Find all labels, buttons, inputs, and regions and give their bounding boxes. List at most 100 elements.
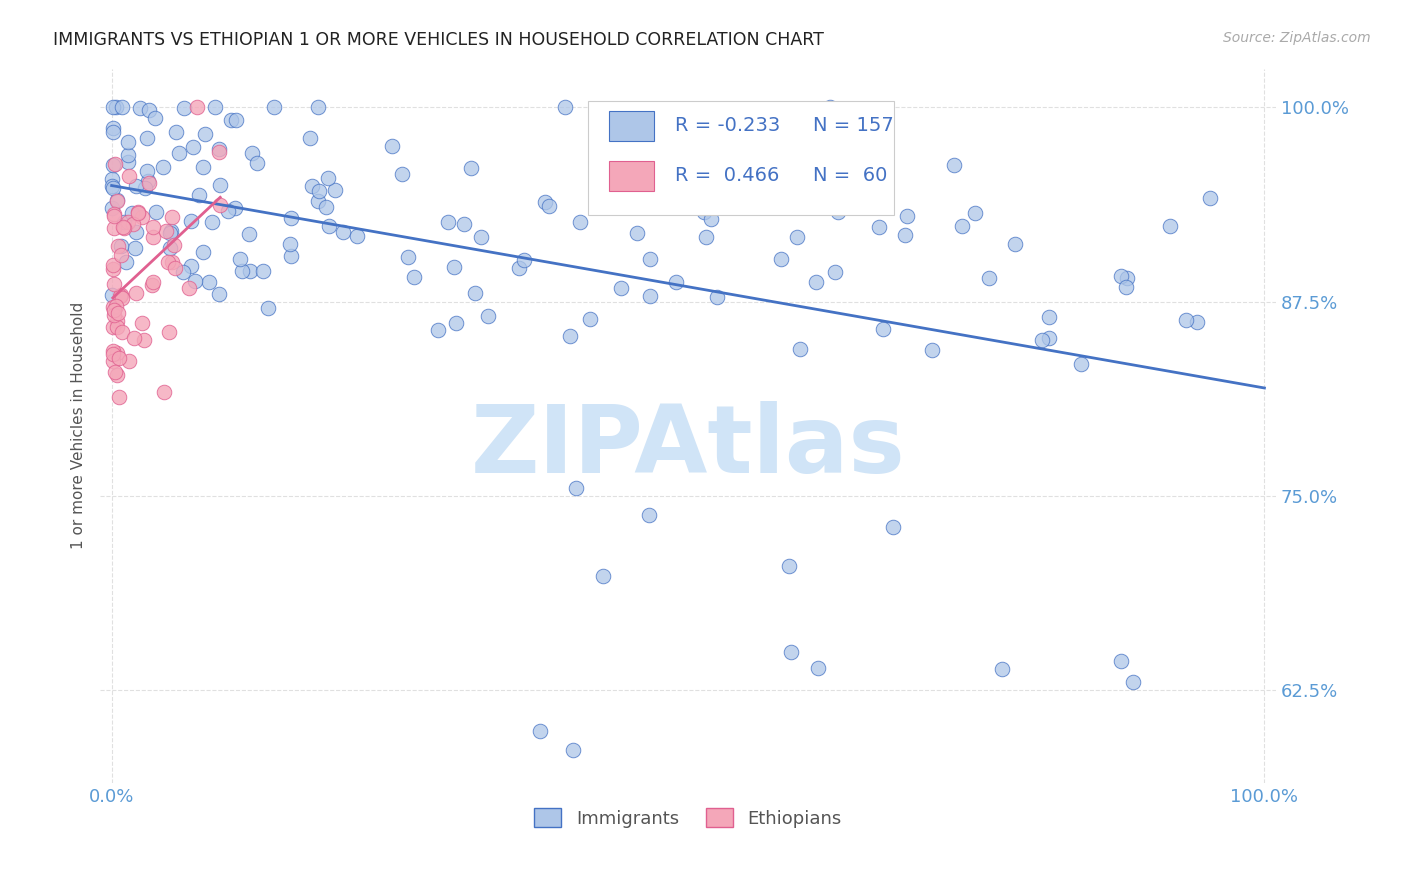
Point — [124, 331, 146, 345]
Point — [207, 286, 229, 301]
Point — [1109, 268, 1132, 283]
Point — [173, 101, 195, 115]
Point — [724, 175, 747, 189]
Point — [186, 100, 208, 114]
Point — [101, 343, 124, 358]
Point — [824, 265, 846, 279]
Point — [177, 281, 200, 295]
Point — [209, 198, 232, 212]
Point — [101, 319, 124, 334]
Point — [112, 220, 135, 235]
Point — [111, 325, 134, 339]
Point — [444, 316, 467, 330]
Point — [103, 158, 125, 172]
Point — [1185, 315, 1208, 329]
Point — [163, 238, 186, 252]
Point — [134, 180, 156, 194]
Text: R = -0.233: R = -0.233 — [675, 116, 780, 136]
Point — [136, 174, 159, 188]
Point — [778, 558, 800, 573]
Point — [706, 290, 728, 304]
Point — [1115, 280, 1137, 294]
Point — [818, 100, 841, 114]
Point — [127, 204, 149, 219]
Point — [117, 215, 139, 229]
Point — [533, 194, 555, 209]
Point — [436, 215, 458, 229]
Point — [381, 138, 404, 153]
Point — [117, 135, 139, 149]
Point — [1159, 219, 1181, 233]
Point — [125, 285, 148, 300]
Point — [117, 155, 139, 169]
Point — [101, 347, 124, 361]
Point — [872, 321, 894, 335]
Point — [181, 140, 204, 154]
Point — [157, 325, 180, 339]
Point — [103, 262, 125, 277]
Point — [107, 239, 129, 253]
Point — [242, 146, 264, 161]
Point — [301, 178, 323, 193]
Point — [1004, 236, 1026, 251]
Point — [592, 569, 614, 583]
Point — [103, 308, 125, 322]
Point — [807, 660, 830, 674]
Point — [770, 252, 793, 266]
Point — [620, 157, 643, 171]
Point — [1111, 654, 1133, 668]
Point — [172, 265, 194, 279]
Point — [167, 146, 190, 161]
Point — [105, 346, 128, 360]
Point — [101, 181, 124, 195]
Point — [103, 221, 125, 235]
Point — [217, 204, 239, 219]
Point — [142, 275, 165, 289]
Point — [558, 328, 581, 343]
Point — [789, 342, 811, 356]
Point — [1070, 357, 1092, 371]
Point — [228, 252, 250, 267]
Point — [307, 100, 329, 114]
Point — [513, 252, 536, 267]
Point — [779, 645, 801, 659]
Point — [470, 230, 492, 244]
Point — [103, 207, 125, 221]
Point — [101, 171, 124, 186]
Point — [131, 317, 153, 331]
Point — [159, 226, 181, 240]
Point — [219, 112, 242, 127]
Point — [193, 160, 215, 174]
Point — [699, 212, 721, 227]
Point — [159, 241, 181, 255]
Point — [963, 206, 986, 220]
Point — [427, 323, 450, 337]
Point — [852, 195, 875, 210]
Point — [138, 103, 160, 117]
Point — [868, 220, 890, 235]
Point — [665, 276, 688, 290]
Point — [894, 227, 917, 242]
Point — [693, 205, 716, 219]
Point — [115, 255, 138, 269]
Point — [921, 343, 943, 357]
Point — [127, 206, 149, 220]
Point — [896, 209, 918, 223]
Text: N =  60: N = 60 — [813, 166, 887, 186]
Point — [263, 100, 285, 114]
Point — [105, 314, 128, 328]
Point — [208, 145, 231, 160]
Point — [125, 225, 148, 239]
Point — [443, 260, 465, 274]
Point — [152, 160, 174, 174]
Point — [101, 178, 124, 193]
Text: Source: ZipAtlas.com: Source: ZipAtlas.com — [1223, 31, 1371, 45]
Point — [101, 125, 124, 139]
Point — [610, 281, 633, 295]
Point — [101, 300, 124, 314]
Point — [191, 245, 214, 260]
Point — [142, 220, 165, 235]
Point — [108, 390, 131, 404]
Point — [121, 205, 143, 219]
Point — [612, 192, 634, 206]
